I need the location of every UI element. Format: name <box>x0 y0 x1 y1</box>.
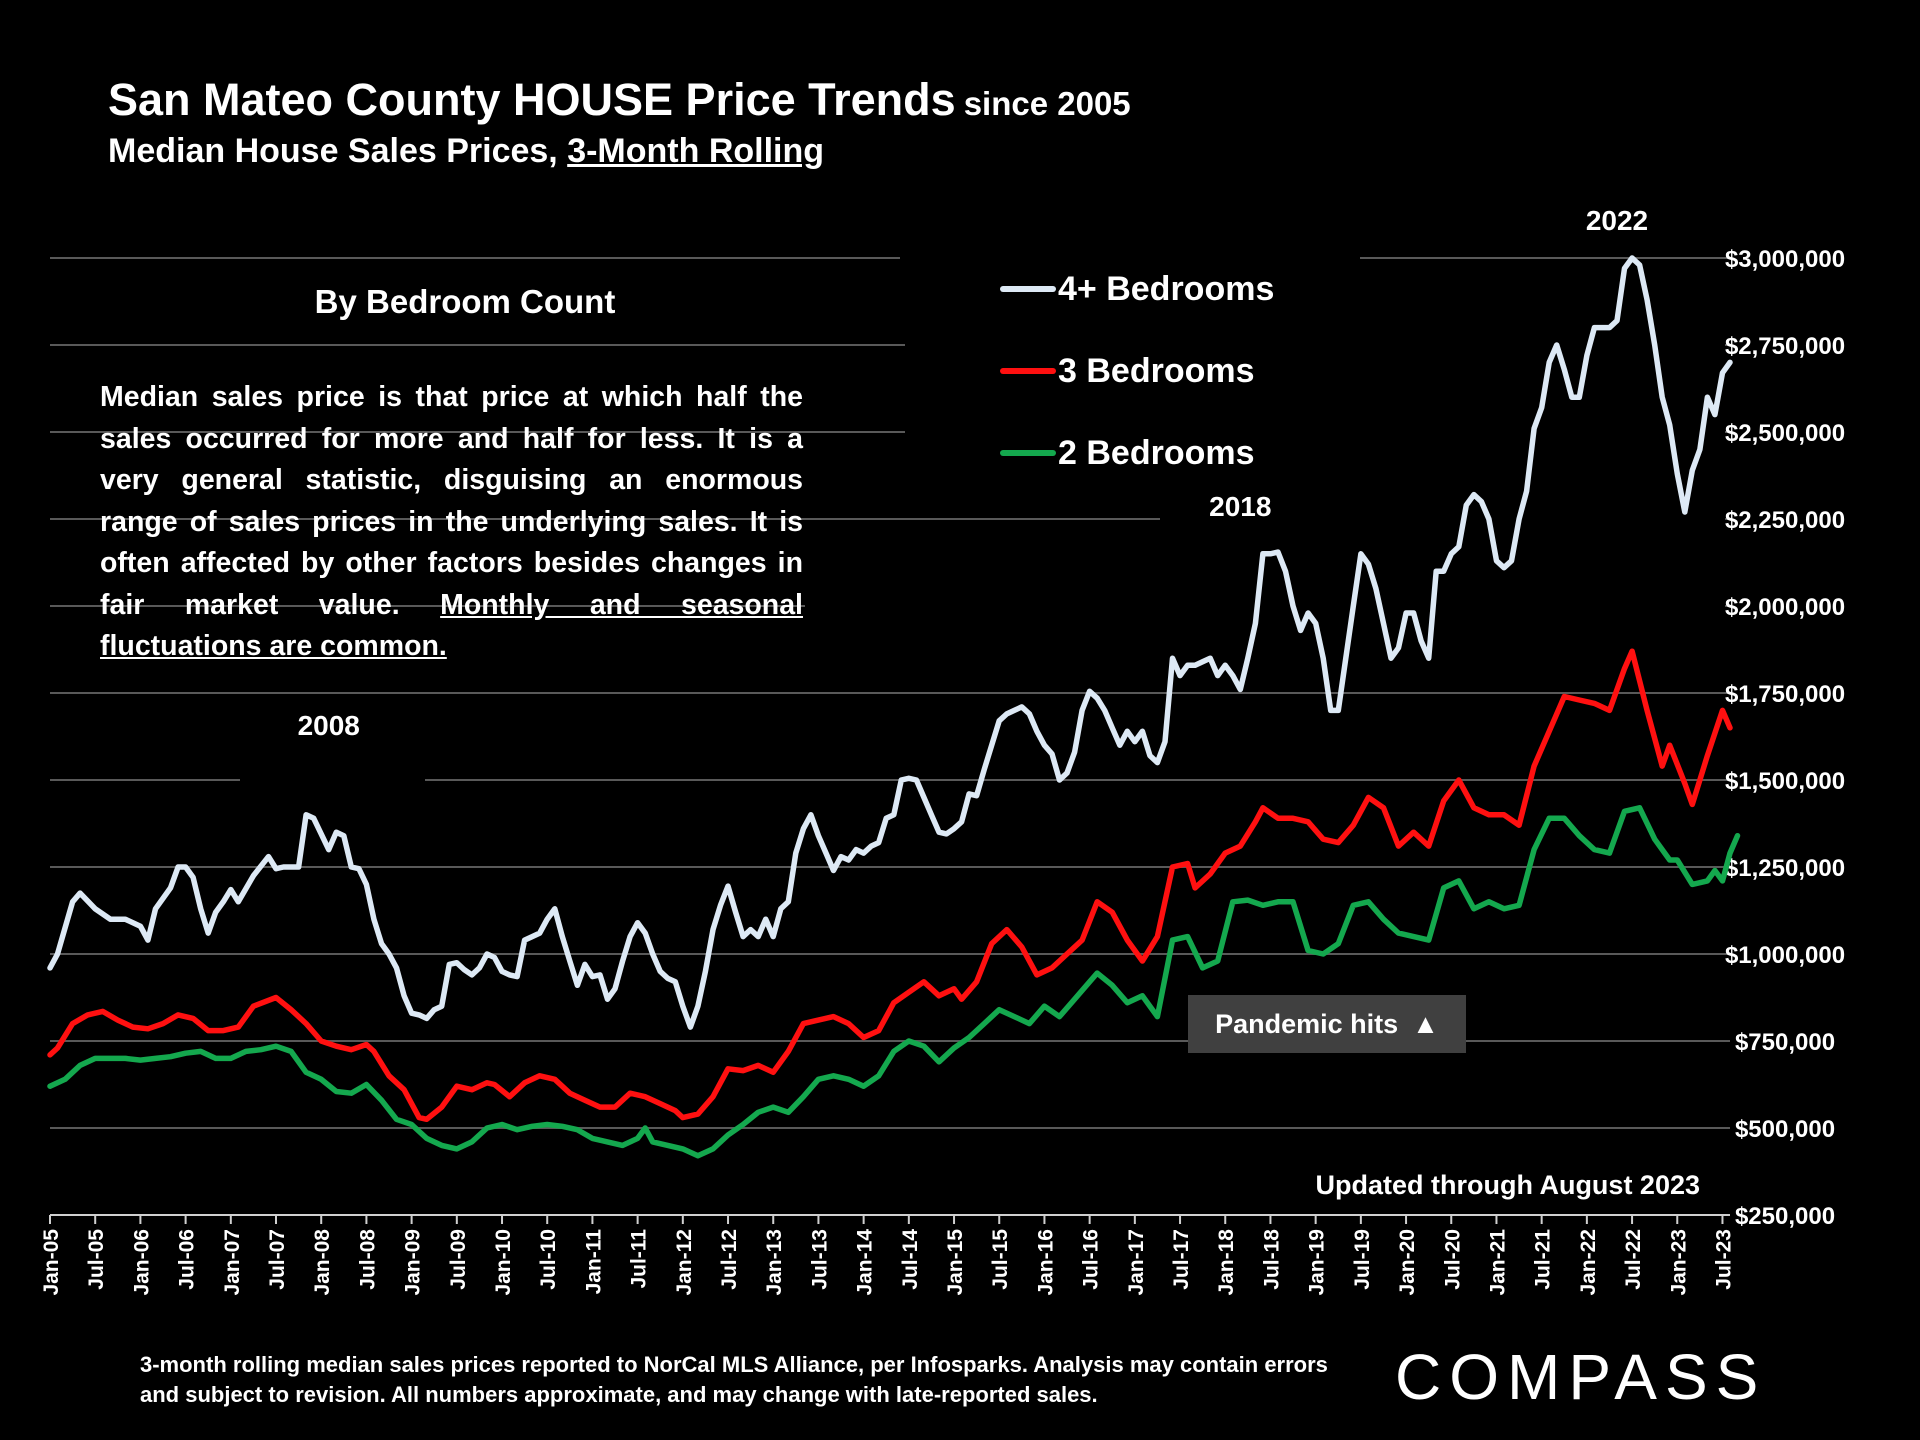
annotation-2008: 2008 <box>298 710 360 741</box>
x-tick-label: Jan-17 <box>1125 1229 1148 1296</box>
x-tick-label: Jul-22 <box>1622 1229 1645 1290</box>
y-tick-label: $3,000,000 <box>1725 246 1845 273</box>
x-tick-label: Jul-11 <box>628 1229 651 1289</box>
x-tick-label: Jul-19 <box>1351 1229 1374 1290</box>
legend-label-4plus: 4+ Bedrooms <box>1058 269 1275 308</box>
x-tick-label: Jan-11 <box>582 1229 605 1295</box>
x-tick-label: Jul-20 <box>1441 1229 1464 1290</box>
x-tick-label: Jul-13 <box>808 1229 831 1290</box>
y-tick-label: $2,500,000 <box>1725 420 1845 447</box>
x-tick-label: Jan-13 <box>763 1229 786 1296</box>
x-tick-label: Jul-15 <box>989 1229 1012 1290</box>
annotation-2018: 2018 <box>1209 491 1271 522</box>
chart-title: San Mateo County HOUSE Price Trends since… <box>108 74 1131 125</box>
y-tick-label: $1,000,000 <box>1725 942 1845 969</box>
y-tick-label: $1,500,000 <box>1725 768 1845 795</box>
x-tick-label: Jul-18 <box>1260 1229 1283 1290</box>
x-tick-label: Jan-18 <box>1215 1229 1238 1296</box>
series-line-four_plus[interactable] <box>47 255 1733 1030</box>
series-line-two[interactable] <box>47 805 1741 1159</box>
year-annotations: 2008 2018 2022 <box>298 205 1649 741</box>
legend-swatch-4plus <box>1000 286 1056 292</box>
gridlines <box>50 257 1730 1129</box>
x-tick-label: Jul-12 <box>718 1229 741 1290</box>
subtitle-underlined: 3-Month Rolling <box>567 132 825 170</box>
x-tick-label: Jul-05 <box>85 1229 108 1290</box>
annotation-2022: 2022 <box>1586 205 1648 236</box>
x-tick-label: Jan-08 <box>311 1229 334 1296</box>
x-tick-label: Jan-15 <box>944 1229 967 1296</box>
x-tick-label: Jan-22 <box>1577 1229 1600 1296</box>
x-tick-label: Jul-09 <box>447 1229 470 1290</box>
x-tick-label: Jul-16 <box>1080 1229 1103 1290</box>
legend-swatch-2 <box>1000 450 1056 456</box>
legend-item-3[interactable]: 3 Bedrooms <box>1000 330 1274 412</box>
series-line-three[interactable] <box>47 648 1733 1123</box>
y-tick-label: $2,000,000 <box>1725 594 1845 621</box>
series-lines <box>47 255 1741 1159</box>
x-tick-label: Jul-21 <box>1532 1229 1555 1290</box>
pandemic-callout: Pandemic hits ▲ <box>1188 995 1466 1053</box>
legend-item-4plus[interactable]: 4+ Bedrooms <box>1000 248 1274 330</box>
chart-subtitle: Median House Sales Prices, 3-Month Rolli… <box>108 132 825 170</box>
x-tick-label: Jan-19 <box>1306 1229 1329 1296</box>
x-tick-label: Jan-07 <box>221 1229 244 1296</box>
x-tick-label: Jul-17 <box>1170 1229 1193 1290</box>
y-tick-label: $1,250,000 <box>1725 855 1845 882</box>
x-tick-label: Jul-08 <box>356 1229 379 1290</box>
legend: 4+ Bedrooms 3 Bedrooms 2 Bedrooms <box>1000 248 1274 494</box>
updated-note: Updated through August 2023 <box>1315 1170 1700 1200</box>
x-tick-label: Jan-10 <box>492 1229 515 1296</box>
title-suffix: since 2005 <box>963 85 1131 122</box>
x-tick-label: Jul-14 <box>899 1229 922 1290</box>
axes: $250,000 $500,000 $750,000 $1,000,000 $1,250… <box>40 246 1845 1296</box>
y-tick-label: $2,250,000 <box>1725 507 1845 534</box>
y-tick-label: $250,000 <box>1735 1203 1835 1230</box>
legend-label-3: 3 Bedrooms <box>1058 351 1255 390</box>
x-tick-label: Jan-14 <box>854 1229 877 1296</box>
x-tick-label: Jul-07 <box>266 1229 289 1290</box>
x-tick-label: Jan-21 <box>1486 1229 1509 1296</box>
legend-item-2[interactable]: 2 Bedrooms <box>1000 412 1274 494</box>
triangle-up-icon: ▲ <box>1412 1008 1439 1039</box>
x-tick-label: Jan-09 <box>402 1229 425 1296</box>
panel-description-underlined: Monthly and seasonal fluctuations are co… <box>100 588 803 663</box>
x-tick-label: Jan-05 <box>40 1229 63 1296</box>
x-tick-label: Jan-06 <box>130 1229 153 1296</box>
y-tick-label: $500,000 <box>1735 1116 1835 1143</box>
panel-heading: By Bedroom Count <box>314 283 616 320</box>
y-tick-label: $750,000 <box>1735 1029 1835 1056</box>
x-tick-label: Jul-10 <box>537 1229 560 1290</box>
compass-logo: COMPASS <box>1395 1341 1767 1413</box>
footnote: 3-month rolling median sales prices repo… <box>140 1352 1328 1407</box>
x-tick-label: Jan-20 <box>1396 1229 1419 1296</box>
legend-swatch-3 <box>1000 368 1056 374</box>
x-tick-label: Jul-06 <box>176 1229 199 1290</box>
x-tick-label: Jan-23 <box>1667 1229 1690 1296</box>
panel-description: Median sales price is that price at whic… <box>100 381 803 663</box>
x-tick-label: Jan-12 <box>673 1229 696 1296</box>
y-tick-label: $1,750,000 <box>1725 681 1845 708</box>
legend-label-2: 2 Bedrooms <box>1058 433 1255 472</box>
pandemic-label: Pandemic hits <box>1215 1008 1399 1039</box>
x-tick-label: Jan-16 <box>1034 1229 1057 1296</box>
x-tick-label: Jul-23 <box>1712 1229 1735 1290</box>
y-tick-label: $2,750,000 <box>1725 333 1845 360</box>
